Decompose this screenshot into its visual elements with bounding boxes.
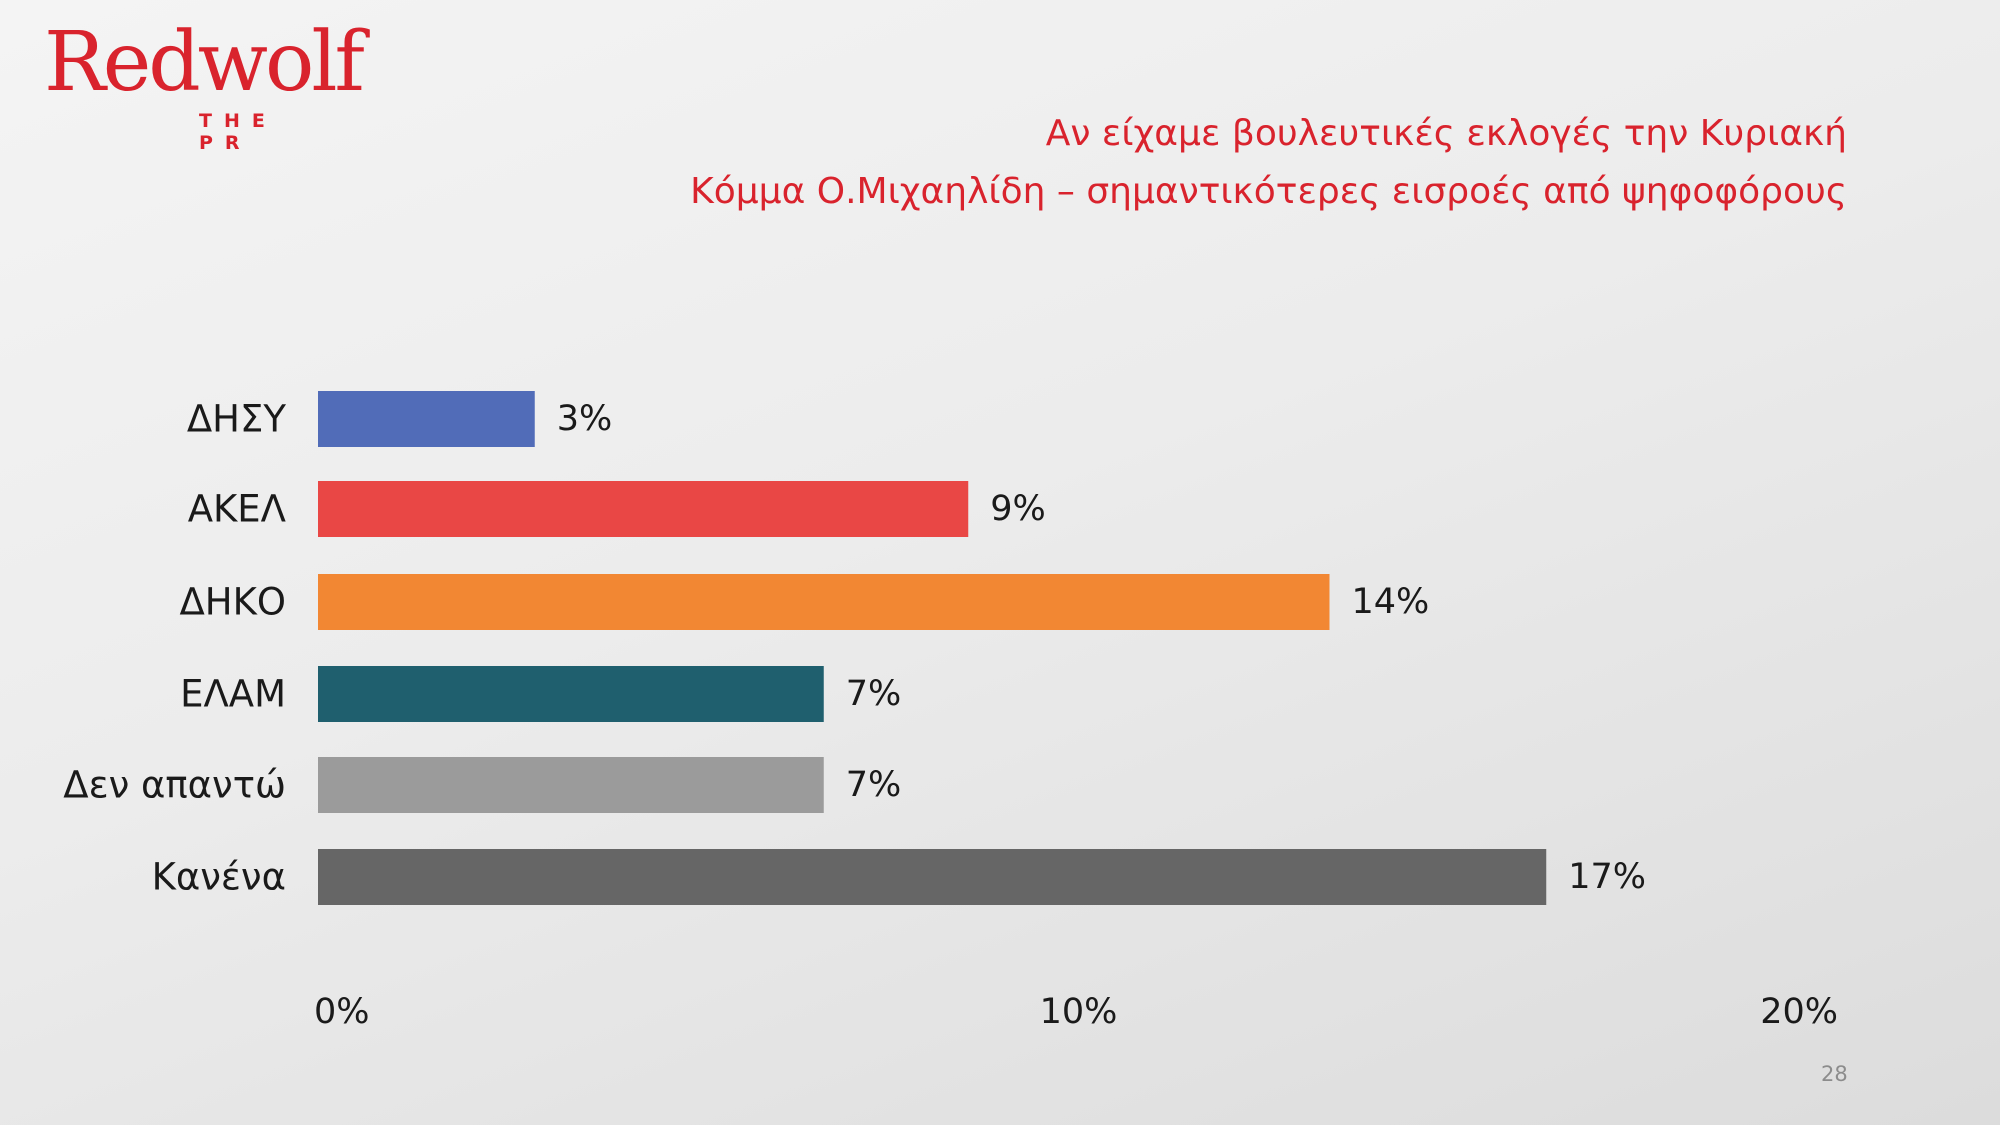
bar-1 — [318, 391, 535, 447]
value-label: 3% — [557, 399, 613, 439]
chart-title: Αν είχαμε βουλευτικές εκλογές την Κυριακ… — [1045, 113, 1847, 154]
category-label: Κανένα — [152, 856, 286, 899]
logo-subtitle: THE PR — [199, 110, 277, 154]
category-label: ΑΚΕΛ — [188, 488, 286, 531]
bar-6 — [318, 849, 1547, 905]
page-number: 28 — [1821, 1062, 1848, 1086]
bar-2 — [318, 481, 969, 537]
chart-titles: Αν είχαμε βουλευτικές εκλογές την Κυριακ… — [690, 105, 1847, 221]
x-tick-label: 0% — [314, 992, 370, 1032]
bar-4 — [318, 666, 824, 722]
value-label: 17% — [1568, 857, 1646, 897]
category-label: ΔΗΣΥ — [187, 398, 287, 441]
category-label: Δεν απαντώ — [63, 764, 286, 807]
bar-3 — [318, 574, 1330, 630]
category-label: ΔΗΚΟ — [179, 581, 286, 624]
bar-5 — [318, 757, 824, 813]
x-tick-label: 20% — [1760, 992, 1838, 1032]
value-label: 14% — [1352, 582, 1430, 622]
logo-wordmark: Redwolf — [44, 15, 365, 110]
category-label: ΕΛΑΜ — [180, 673, 286, 716]
value-label: 9% — [990, 489, 1046, 529]
chart-subtitle: Κόμμα Ο.Μιχαηλίδη – σημαντικότερες εισρο… — [690, 171, 1847, 212]
redwolf-logo: Redwolf THE PR — [44, 22, 365, 155]
x-tick-label: 10% — [1040, 992, 1118, 1032]
value-label: 7% — [846, 674, 902, 714]
value-label: 7% — [846, 765, 902, 805]
